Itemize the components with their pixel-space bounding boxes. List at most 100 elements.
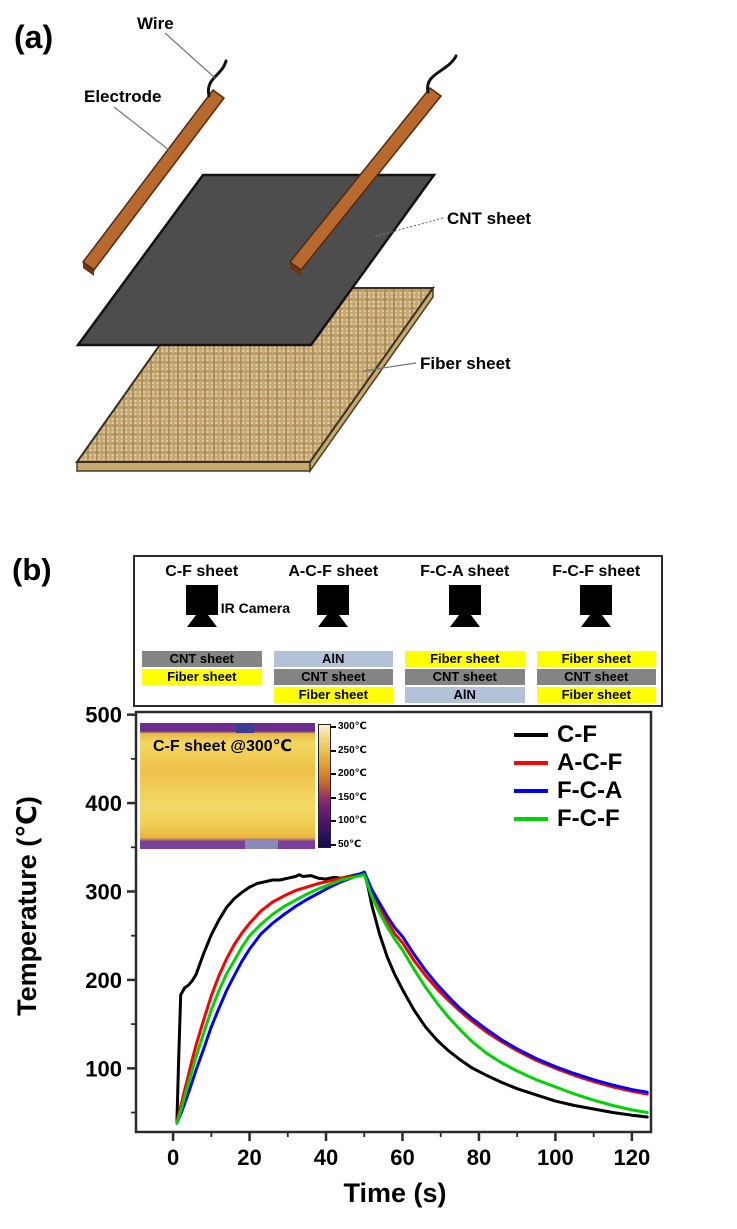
colorbar-tick-label: 200℃	[338, 768, 367, 780]
x-tick-label: 20	[237, 1145, 261, 1170]
legend-entry-label: C-F	[557, 721, 597, 748]
x-axis-title: Time (s)	[343, 1178, 446, 1208]
cnt-sheet-label: CNT sheet	[447, 209, 531, 228]
colorbar-tick	[331, 749, 336, 752]
layer-row-fiber: Fiber sheet	[273, 687, 393, 703]
layer-stack: AlN CNT sheet Fiber sheet	[273, 651, 393, 703]
layer-row-aln: AlN	[405, 687, 525, 703]
chart-ticks: 100 200 300 400 500 0 20 40 60 80 100 120	[85, 703, 650, 1170]
electrode-left-strip	[81, 88, 226, 272]
layer-row-fiber: Fiber sheet	[536, 687, 656, 703]
legend-line	[514, 761, 548, 765]
legend-row-f-c-f: F-C-F	[514, 805, 622, 832]
legend-line	[514, 789, 548, 793]
colorbar-tick-label: 150℃	[338, 791, 367, 803]
electrode-right-end	[290, 262, 301, 276]
x-tick-label: 60	[390, 1145, 414, 1170]
electrode-right	[288, 86, 443, 276]
colorbar-tick	[331, 820, 336, 823]
curve-f-c-f	[175, 873, 649, 1125]
wire-label: Wire	[137, 14, 174, 33]
x-tick-label: 0	[167, 1145, 179, 1170]
fiber-sheet-top-face	[75, 287, 435, 463]
fiber-sheet-graphic	[75, 285, 435, 474]
ir-camera-lens	[186, 615, 217, 627]
ir-camera-body	[580, 585, 613, 615]
layer-stack: Fiber sheet CNT sheet AlN	[405, 651, 525, 703]
y-axis-title: Temperature (℃)	[12, 796, 42, 1016]
setup-label: F-C-A sheet	[420, 563, 510, 580]
legend-entry-label: F-C-F	[557, 805, 620, 832]
thermal-colorbar	[318, 724, 331, 848]
ir-camera-lens	[318, 615, 349, 627]
legend-line	[514, 733, 548, 737]
legend-row-a-c-f: A-C-F	[514, 749, 623, 776]
cnt-sheet-pointer-line	[372, 217, 444, 238]
thermal-colorbar-labels: 300℃ 250℃ 200℃ 150℃ 100℃ 50℃	[331, 721, 375, 850]
panel-a-label: (a)	[14, 19, 53, 55]
ir-camera-icon	[315, 585, 351, 628]
ir-camera-body	[448, 585, 481, 615]
legend-line	[514, 817, 548, 821]
layer-stack: Fiber sheet CNT sheet Fiber sheet	[536, 651, 656, 703]
layer-row-cnt: CNT sheet	[142, 651, 262, 667]
colorbar-tick-label: 250℃	[338, 744, 367, 756]
ir-camera-icon	[447, 585, 483, 628]
curve-a-c-f	[175, 872, 649, 1123]
layer-row-cnt: CNT sheet	[273, 669, 393, 685]
electrode-pointer-line	[113, 106, 170, 151]
thermal-cold-patch-top	[236, 723, 254, 734]
fiber-sheet-front-edge	[76, 461, 311, 472]
chart-legend: C-F A-C-F F-C-A F-C-F	[514, 721, 623, 832]
colorbar-tick	[331, 726, 336, 728]
colorbar-tick-label: 50℃	[338, 839, 362, 850]
electrode-left	[81, 88, 226, 276]
y-tick-label: 300	[85, 879, 122, 904]
x-tick-label: 100	[537, 1145, 574, 1170]
layer-row-cnt: CNT sheet	[536, 669, 656, 685]
colorbar-tick	[331, 796, 336, 799]
setup-column-f-c-f-sheet: F-C-F sheet Fiber sheet CNT sheet Fiber she…	[536, 560, 656, 705]
colorbar-tick	[331, 844, 336, 846]
thermal-inset-caption: C-F sheet @300℃	[153, 738, 293, 755]
layer-row-aln: AlN	[273, 651, 393, 667]
colorbar-tick	[331, 773, 336, 776]
fiber-sheet-label: Fiber sheet	[420, 354, 511, 373]
y-tick-label: 100	[85, 1056, 122, 1081]
setup-box: C-F sheet IR Camera CNT sheet Fiber sheet A-…	[133, 555, 663, 707]
layer-row-cnt: CNT sheet	[405, 669, 525, 685]
setup-label: C-F sheet	[165, 563, 239, 580]
setup-label: F-C-F sheet	[552, 563, 641, 580]
x-tick-label: 80	[467, 1145, 491, 1170]
electrode-label: Electrode	[84, 87, 161, 106]
thermal-inset-image: C-F sheet @300℃	[140, 723, 315, 849]
wire-left	[206, 59, 228, 98]
x-tick-label: 120	[614, 1145, 651, 1170]
ir-camera-body	[185, 585, 218, 615]
fiber-sheet-pointer-line	[362, 362, 417, 372]
ir-camera-icon	[578, 585, 614, 628]
electrode-right-strip	[288, 86, 443, 272]
wire-right	[426, 54, 458, 94]
setup-column-c-f-sheet: C-F sheet IR Camera CNT sheet Fiber sheet	[142, 560, 290, 705]
legend-row-c-f: C-F	[514, 721, 622, 748]
wire-pointer-line	[164, 32, 216, 79]
y-tick-label: 500	[85, 703, 122, 728]
x-tick-label: 40	[314, 1145, 338, 1170]
y-tick-label: 400	[85, 791, 122, 816]
ir-camera-label: IR Camera	[220, 600, 291, 616]
electrode-left-end	[83, 262, 94, 276]
layer-stack: CNT sheet Fiber sheet	[142, 651, 262, 685]
legend-entry-label: A-C-F	[557, 749, 623, 776]
layer-row-fiber: Fiber sheet	[536, 651, 656, 667]
chart-frame	[134, 710, 653, 1134]
setup-label: A-C-F sheet	[288, 563, 379, 580]
ir-camera-icon: IR Camera	[184, 585, 290, 628]
ir-camera-lens	[581, 615, 612, 627]
thermal-cold-patch-bottom	[245, 840, 279, 849]
legend-entry-label: F-C-A	[557, 777, 623, 804]
colorbar-tick-label: 100℃	[338, 815, 367, 827]
panel-b-label: (b)	[12, 552, 52, 587]
cnt-sheet-graphic	[75, 173, 437, 347]
